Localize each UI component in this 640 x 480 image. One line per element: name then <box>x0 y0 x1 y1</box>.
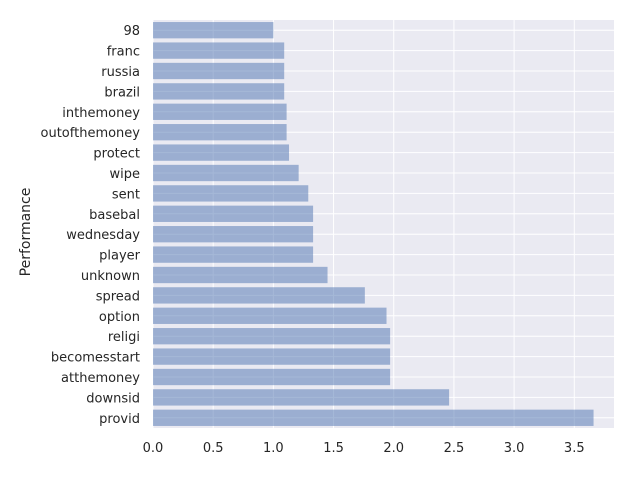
y-tick-label: provid <box>99 412 140 427</box>
x-tick-label: 2.0 <box>383 441 404 456</box>
y-tick-labels: 98 franc russia brazil inthemoney outofthemon… <box>41 24 141 427</box>
y-axis-title: Performance <box>18 188 34 277</box>
x-tick-label: 0.5 <box>203 441 224 456</box>
bar <box>153 348 391 365</box>
x-tick-label: 3.0 <box>504 441 525 456</box>
bar <box>153 307 387 324</box>
bar <box>153 246 314 263</box>
y-tick-label: spread <box>96 289 140 304</box>
x-tick-label: 2.5 <box>444 441 465 456</box>
y-tick-label: player <box>99 249 141 264</box>
plot-background <box>153 20 614 428</box>
bar <box>153 409 594 426</box>
y-tick-label: downsid <box>86 391 140 406</box>
bar <box>153 185 309 202</box>
y-tick-label: religi <box>108 330 140 345</box>
y-tick-label: atthemoney <box>61 371 140 386</box>
bar <box>153 62 285 80</box>
y-tick-label: unknown <box>81 269 140 284</box>
bar <box>153 389 450 406</box>
x-tick-label: 3.5 <box>564 441 585 456</box>
y-tick-label: becomesstart <box>51 351 140 366</box>
bar <box>153 226 314 243</box>
bar <box>153 22 274 39</box>
y-tick-label: option <box>99 310 140 325</box>
bar <box>153 124 287 141</box>
y-tick-label: franc <box>107 45 140 60</box>
bar <box>153 205 314 222</box>
bar <box>153 287 365 304</box>
x-tick-labels: 0.0 0.5 1.0 1.5 2.0 2.5 3.0 3.5 <box>143 441 585 456</box>
x-tick-label: 0.0 <box>143 441 164 456</box>
bar <box>153 144 290 161</box>
bar <box>153 266 328 284</box>
bars <box>153 22 594 426</box>
y-tick-label: basebal <box>89 208 140 223</box>
bar <box>153 368 391 386</box>
y-tick-label: wednesday <box>66 228 140 243</box>
bar <box>153 103 287 120</box>
y-tick-label: sent <box>112 187 140 202</box>
bar <box>153 328 391 345</box>
y-tick-label: brazil <box>104 85 140 100</box>
y-tick-label: 98 <box>123 24 140 39</box>
y-tick-label: outofthemoney <box>41 126 141 141</box>
y-tick-label: wipe <box>110 167 141 182</box>
bar <box>153 164 299 182</box>
x-tick-label: 1.0 <box>263 441 284 456</box>
bar <box>153 42 285 59</box>
bar <box>153 83 285 100</box>
y-tick-label: inthemoney <box>62 106 140 121</box>
x-tick-label: 1.5 <box>323 441 344 456</box>
y-tick-label: russia <box>101 65 140 80</box>
y-tick-label: protect <box>93 147 140 162</box>
